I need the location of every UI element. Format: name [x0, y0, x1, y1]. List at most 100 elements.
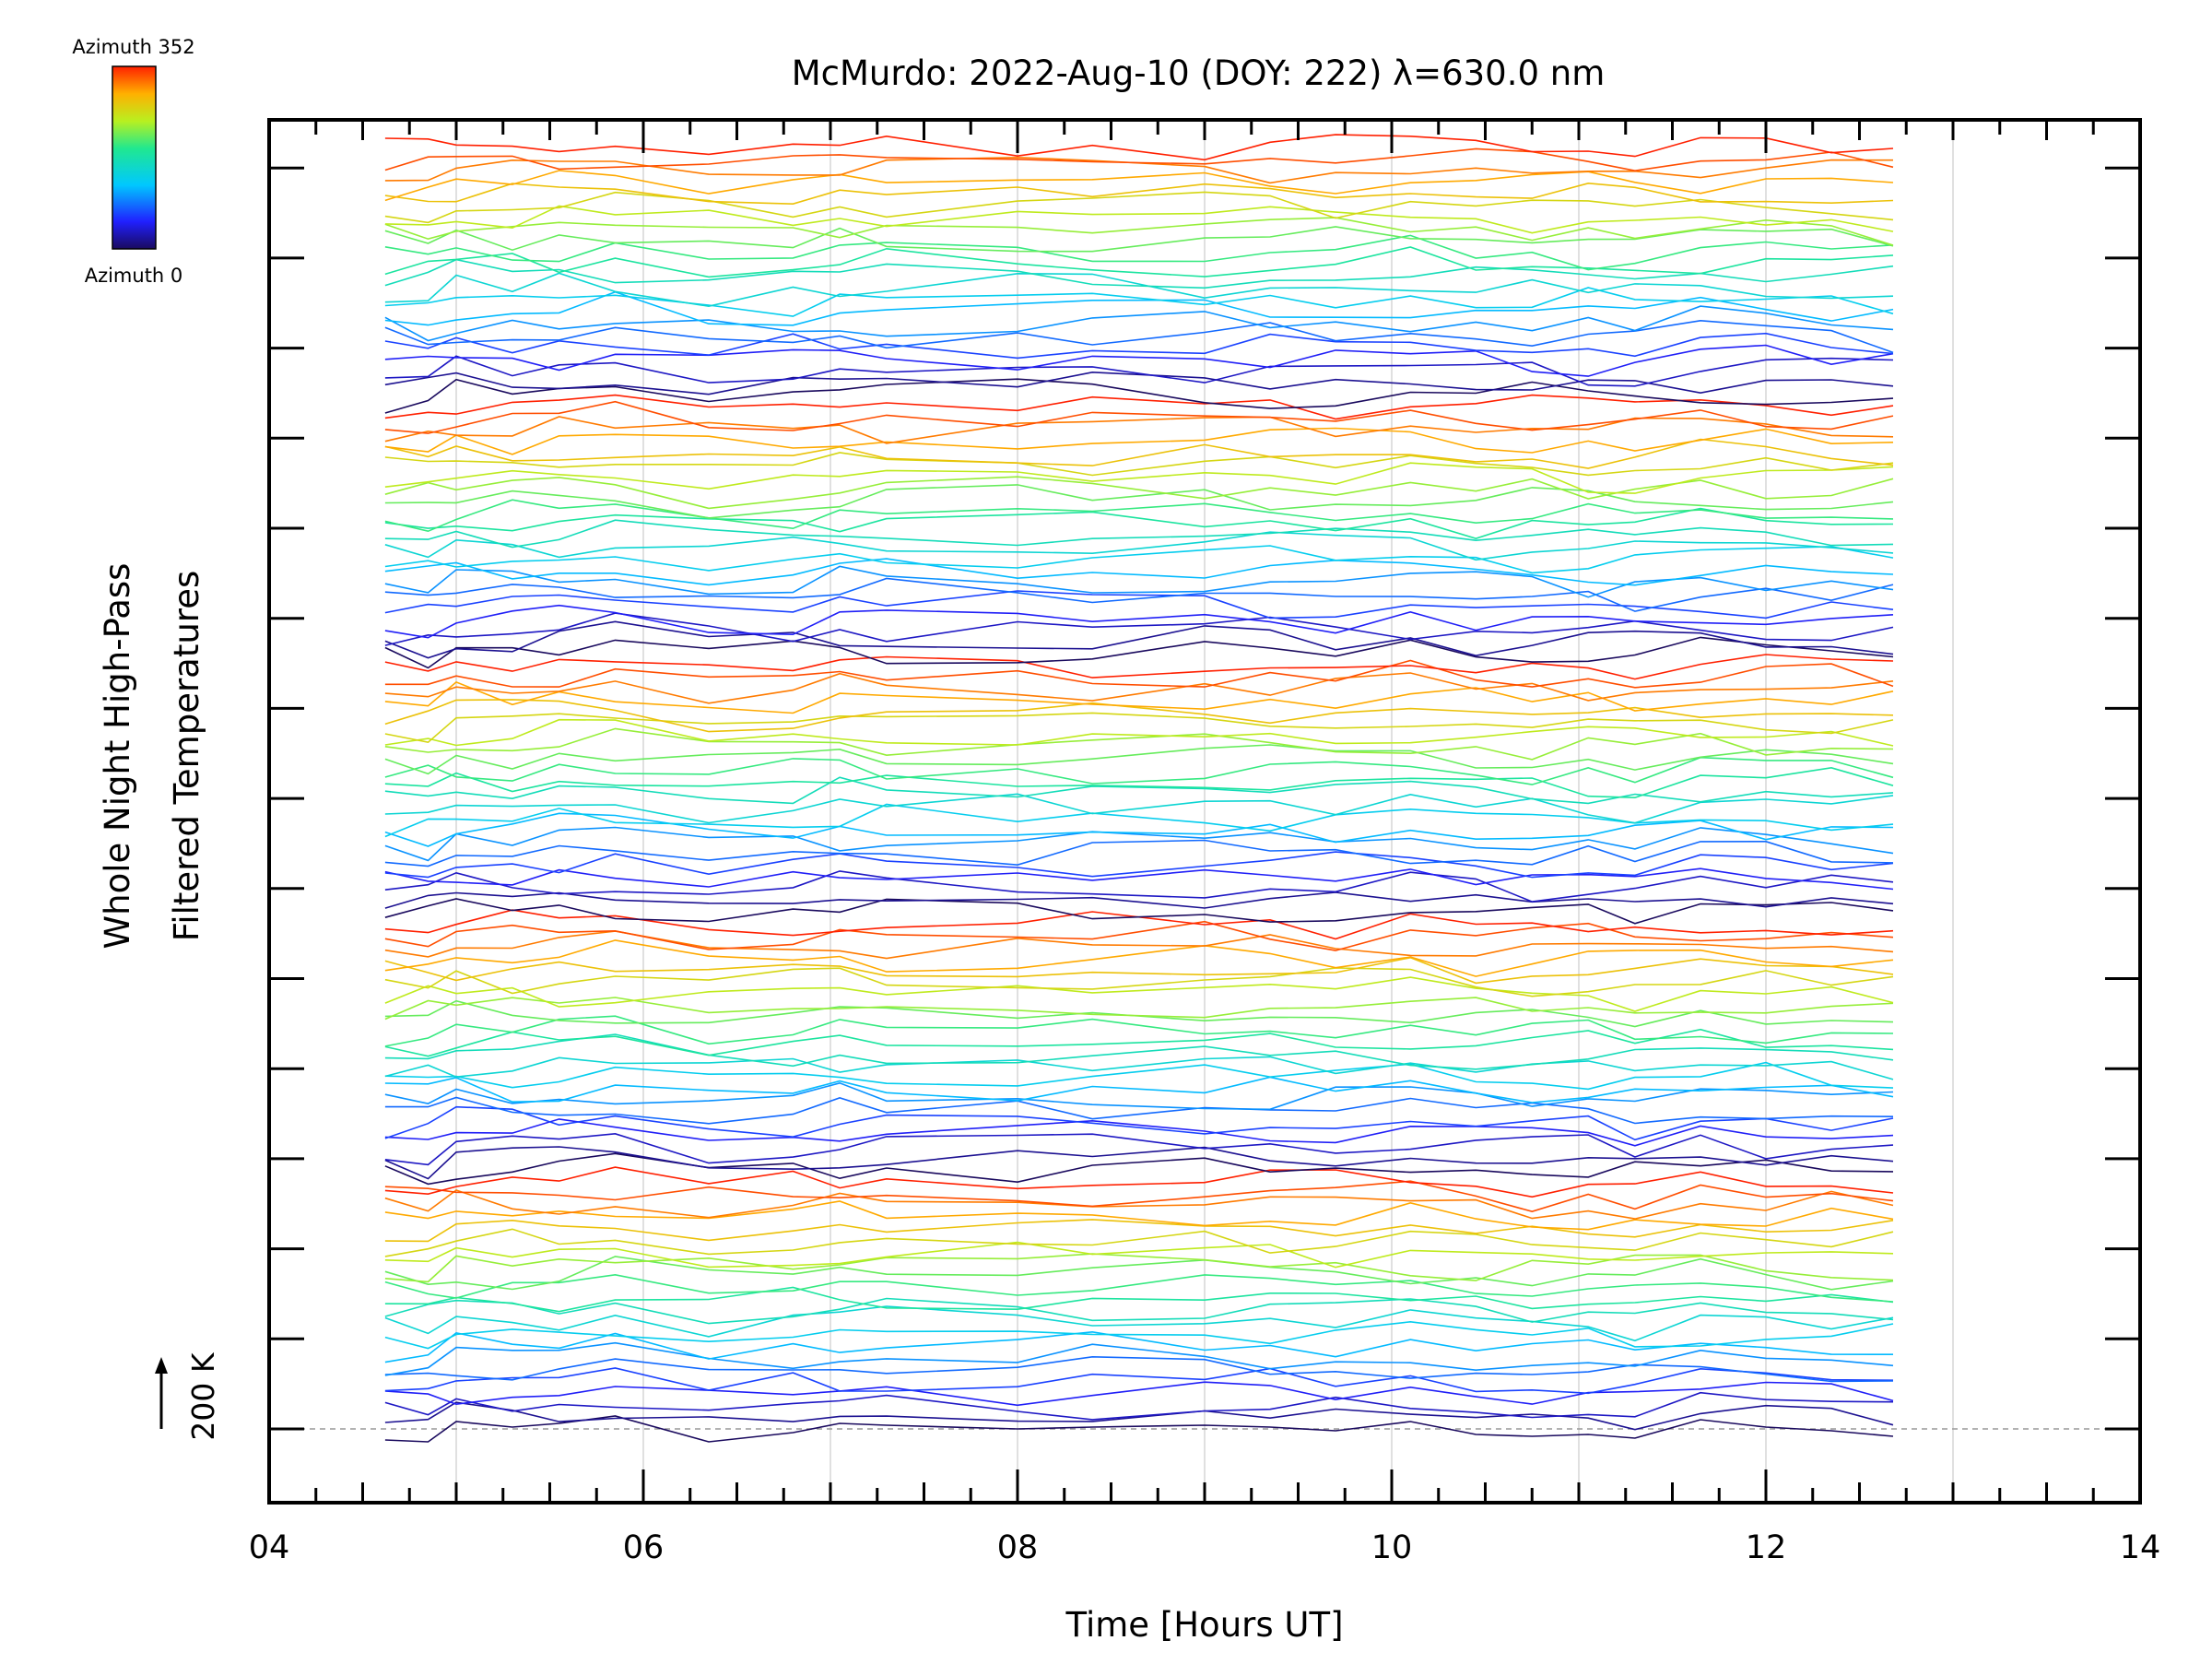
- series-traces: [384, 134, 1894, 1443]
- trace-line: [384, 507, 1894, 539]
- trace-line: [384, 909, 1894, 940]
- x-tick-label: 08: [997, 1529, 1039, 1566]
- trace-line: [384, 476, 1894, 510]
- trace-line: [384, 355, 1894, 387]
- trace-line: [384, 1367, 1894, 1395]
- trace-line: [384, 1146, 1894, 1180]
- x-tick-labels: 04 06 08 10 12 14: [249, 1529, 2161, 1566]
- trace-line: [384, 870, 1894, 903]
- trace-line: [384, 672, 1894, 704]
- trace-line: [384, 967, 1894, 997]
- trace-line: [384, 1081, 1894, 1111]
- trace-line: [384, 1015, 1894, 1047]
- x-tick-label: 10: [1371, 1529, 1413, 1566]
- trace-line: [384, 319, 1894, 354]
- trace-line: [384, 1166, 1894, 1198]
- x-tick-label: 04: [249, 1529, 290, 1566]
- trace-line: [384, 1219, 1894, 1243]
- trace-line: [384, 976, 1894, 1012]
- trace-line: [384, 659, 1894, 689]
- x-tick-label: 06: [623, 1529, 665, 1566]
- trace-line: [384, 920, 1894, 951]
- trace-line: [384, 867, 1894, 891]
- trace-line: [384, 1391, 1894, 1421]
- trace-line: [384, 1305, 1894, 1342]
- trace-line: [384, 272, 1894, 308]
- trace-line: [384, 999, 1894, 1028]
- trace-line: [384, 332, 1894, 360]
- trace-line: [384, 1189, 1894, 1220]
- trace-line: [384, 156, 1894, 184]
- trace-line: [384, 1401, 1894, 1431]
- trace-line: [384, 1200, 1894, 1231]
- trace-line: [384, 344, 1894, 377]
- trace-line: [384, 766, 1894, 799]
- trace-line: [384, 1033, 1894, 1070]
- trace-line: [384, 793, 1894, 824]
- trace-line: [384, 484, 1894, 519]
- trace-line: [384, 305, 1894, 342]
- trace-line: [384, 1286, 1894, 1313]
- trace-line: [384, 1415, 1894, 1443]
- trace-line: [384, 1381, 1894, 1407]
- chart-title: McMurdo: 2022-Aug-10 (DOY: 222) λ=630.0 …: [792, 53, 1606, 93]
- trace-line: [384, 519, 1894, 549]
- trace-line: [384, 1256, 1894, 1291]
- trace-line: [384, 234, 1894, 271]
- trace-line: [384, 654, 1894, 680]
- trace-line: [384, 452, 1894, 477]
- scale-label: 200 K: [185, 1351, 221, 1440]
- trace-line: [384, 1273, 1894, 1303]
- trace-line: [384, 1096, 1894, 1125]
- trace-line: [384, 956, 1894, 985]
- trace-line: [384, 812, 1894, 847]
- trace-line: [384, 1180, 1894, 1213]
- trace-line: [384, 394, 1894, 420]
- trace-line: [384, 891, 1894, 909]
- trace-line: [384, 590, 1894, 620]
- trace-line: [384, 1330, 1894, 1363]
- trace-line: [384, 1056, 1894, 1080]
- trace-line: [384, 727, 1894, 761]
- y-axis-label-line1: Whole Night High-Pass: [98, 563, 137, 950]
- trace-line: [384, 1061, 1894, 1091]
- trace-line: [384, 1297, 1894, 1325]
- trace-line: [384, 246, 1894, 278]
- trace-line: [384, 776, 1894, 805]
- trace-line: [384, 744, 1894, 775]
- axis-ticks: [267, 120, 2142, 1503]
- trace-line: [384, 1355, 1894, 1383]
- x-tick-label: 12: [1746, 1529, 1787, 1566]
- trace-line: [384, 612, 1894, 646]
- trace-line: [384, 718, 1894, 747]
- trace-line: [384, 1341, 1894, 1376]
- trace-line: [384, 148, 1894, 172]
- trace-line: [384, 558, 1894, 586]
- trace-line: [384, 826, 1894, 862]
- trace-line: [384, 371, 1894, 395]
- trace-line: [384, 1253, 1894, 1283]
- trace-line: [384, 427, 1894, 455]
- trace-line: [384, 604, 1894, 639]
- trace-line: [384, 531, 1894, 561]
- trace-line: [384, 1132, 1894, 1166]
- trace-line: [384, 170, 1894, 202]
- trace-line: [384, 499, 1894, 533]
- trace-line: [384, 182, 1894, 206]
- trace-line: [384, 400, 1894, 434]
- trace-line: [384, 930, 1894, 960]
- trace-line: [384, 712, 1894, 744]
- trace-line: [384, 680, 1894, 714]
- trace-line: [384, 1152, 1894, 1186]
- trace-line: [384, 756, 1894, 785]
- trace-line: [384, 1228, 1894, 1257]
- trace-line: [384, 620, 1894, 659]
- trace-line: [384, 997, 1894, 1021]
- trace-line: [384, 1320, 1894, 1350]
- colorbar: [112, 65, 157, 250]
- trace-line: [384, 378, 1894, 414]
- x-tick-label: 14: [2120, 1529, 2161, 1566]
- trace-line: [384, 191, 1894, 224]
